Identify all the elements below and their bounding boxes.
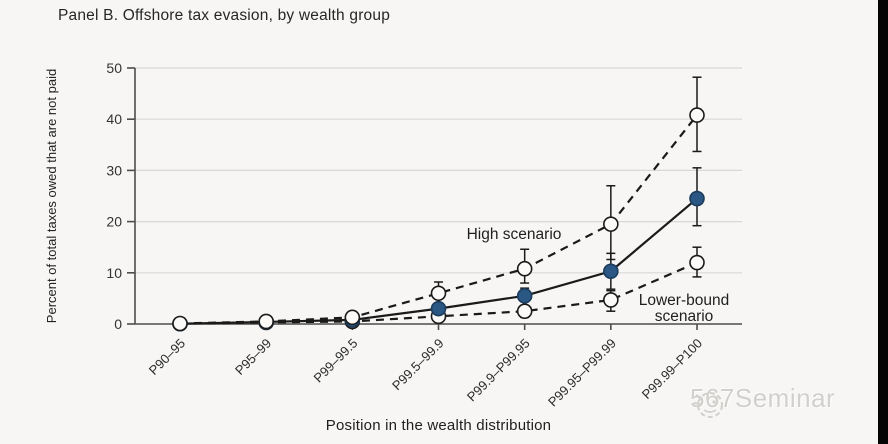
series-annotation: High scenario bbox=[467, 226, 562, 243]
x-tick-label: P90–95 bbox=[146, 336, 188, 378]
y-tick-label: 10 bbox=[106, 265, 122, 281]
marker-filled-circle bbox=[430, 300, 447, 317]
watermark-text: 567Seminar bbox=[690, 383, 836, 413]
y-tick-label: 0 bbox=[114, 316, 122, 332]
y-tick-label: 50 bbox=[106, 60, 122, 76]
y-tick-label: 20 bbox=[106, 214, 122, 230]
series-annotation: Lower-bound bbox=[639, 292, 729, 309]
marker-open-circle bbox=[689, 107, 705, 123]
y-axis-title: Percent of total taxes owed that are not… bbox=[44, 69, 59, 323]
x-axis-title: Position in the wealth distribution bbox=[326, 417, 551, 434]
marker-open-circle bbox=[344, 309, 361, 326]
x-tick-label: P99.5–99.9 bbox=[389, 336, 447, 394]
marker-open-circle bbox=[603, 292, 619, 308]
marker-filled-circle bbox=[689, 190, 705, 207]
marker-open-circle bbox=[172, 315, 188, 332]
series-annotation: scenario bbox=[655, 308, 714, 325]
marker-open-circle bbox=[516, 303, 533, 320]
marker-filled-circle bbox=[603, 263, 619, 280]
chart-title: Panel B. Offshore tax evasion, by wealth… bbox=[58, 7, 391, 24]
watermark-logo-icon bbox=[693, 392, 723, 418]
y-tick-label: 30 bbox=[106, 162, 122, 178]
x-tick-label: P99–99.5 bbox=[310, 336, 360, 386]
marker-open-circle bbox=[516, 260, 533, 277]
x-tick-label: P99.95–P99.99 bbox=[545, 336, 619, 410]
x-tick-label: P99.9–P99.95 bbox=[464, 336, 533, 405]
right-edge-bar bbox=[878, 0, 888, 444]
watermark: 567Seminar bbox=[690, 383, 836, 418]
x-tick-label: P95–99 bbox=[232, 336, 274, 378]
y-tick-label: 40 bbox=[106, 111, 122, 127]
marker-open-circle bbox=[258, 313, 274, 330]
marker-open-circle bbox=[430, 285, 447, 302]
marker-filled-circle bbox=[516, 288, 533, 304]
marker-open-circle bbox=[603, 216, 619, 232]
marker-open-circle bbox=[689, 254, 705, 271]
